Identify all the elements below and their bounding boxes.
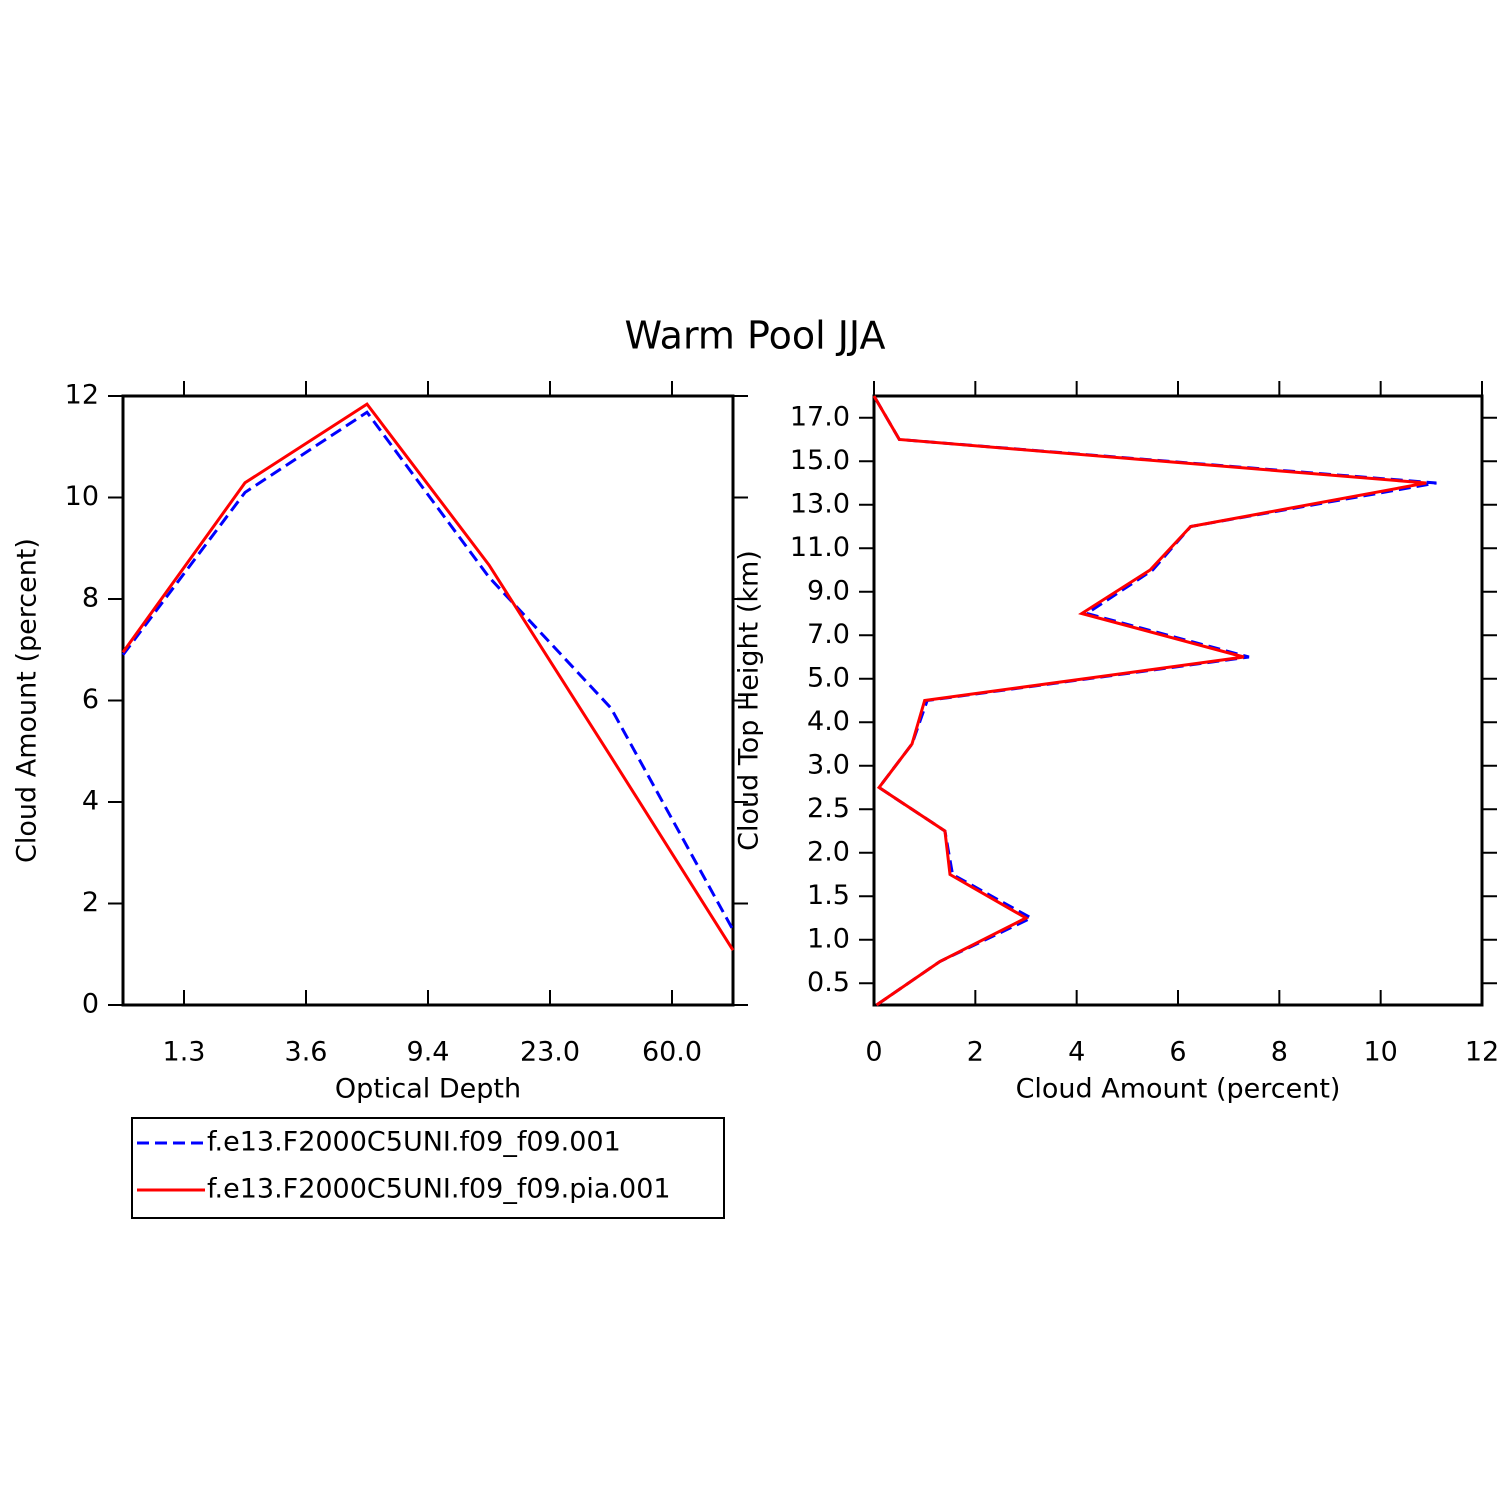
y-tick-label: 2: [82, 887, 99, 918]
y-tick-label: 4.0: [807, 706, 850, 737]
x-tick-label: 3.6: [285, 1037, 328, 1068]
y-tick-label: 13.0: [790, 488, 850, 519]
x-tick-label: 1.3: [163, 1037, 206, 1068]
y-tick-label: 7.0: [807, 619, 850, 650]
y-tick-label: 0: [82, 989, 99, 1020]
x-tick-label: 23.0: [520, 1037, 580, 1068]
x-tick-label: 8: [1271, 1037, 1288, 1068]
y-tick-label: 4: [82, 786, 99, 817]
y-tick-label: 15.0: [790, 445, 850, 476]
x-tick-label: 10: [1363, 1037, 1397, 1068]
x-tick-label: 12: [1465, 1037, 1499, 1068]
x-axis-label: Optical Depth: [335, 1074, 521, 1105]
legend-label: f.e13.F2000C5UNI.f09_f09.pia.001: [207, 1174, 671, 1205]
y-tick-label: 2.5: [807, 793, 850, 824]
x-tick-label: 9.4: [407, 1037, 450, 1068]
x-tick-label: 2: [967, 1037, 984, 1068]
y-axis-label: Cloud Top Height (km): [734, 550, 765, 851]
series-line: [872, 395, 1427, 1007]
y-tick-label: 6: [82, 684, 99, 715]
y-tick-label: 9.0: [807, 575, 850, 606]
series-line: [121, 402, 735, 951]
series-line: [121, 410, 735, 931]
y-tick-label: 2.0: [807, 836, 850, 867]
y-tick-label: 1.5: [807, 880, 850, 911]
x-tick-label: 4: [1068, 1037, 1085, 1068]
y-tick-label: 1.0: [807, 923, 850, 954]
y-tick-label: 12: [65, 380, 99, 411]
y-axis-label: Cloud Amount (percent): [12, 538, 43, 863]
y-tick-label: 8: [82, 583, 99, 614]
x-axis-label: Cloud Amount (percent): [1016, 1074, 1341, 1105]
y-tick-label: 5.0: [807, 662, 850, 693]
y-tick-label: 11.0: [790, 532, 850, 563]
x-tick-label: 60.0: [642, 1037, 702, 1068]
x-tick-label: 6: [1169, 1037, 1186, 1068]
figure-title: Warm Pool JJA: [625, 314, 886, 358]
y-tick-label: 10: [65, 481, 99, 512]
x-tick-label: 0: [865, 1037, 882, 1068]
legend-label: f.e13.F2000C5UNI.f09_f09.001: [207, 1127, 621, 1158]
y-tick-label: 3.0: [807, 749, 850, 780]
legend-box: [131, 1117, 725, 1219]
y-tick-label: 17.0: [790, 401, 850, 432]
y-tick-label: 0.5: [807, 967, 850, 998]
